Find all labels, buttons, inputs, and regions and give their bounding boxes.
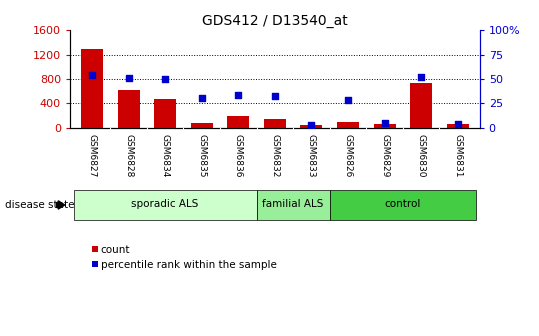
Bar bbox=[154, 99, 176, 128]
Bar bbox=[301, 125, 322, 128]
Text: GSM6835: GSM6835 bbox=[197, 134, 206, 177]
Point bbox=[381, 120, 389, 126]
Text: GSM6836: GSM6836 bbox=[234, 134, 243, 177]
Text: GSM6833: GSM6833 bbox=[307, 134, 316, 177]
Text: percentile rank within the sample: percentile rank within the sample bbox=[101, 260, 277, 270]
Bar bbox=[337, 122, 359, 128]
Text: GSM6834: GSM6834 bbox=[161, 134, 170, 177]
Text: GSM6829: GSM6829 bbox=[380, 134, 389, 177]
Bar bbox=[264, 119, 286, 128]
Text: disease state: disease state bbox=[5, 200, 75, 210]
Text: GSM6827: GSM6827 bbox=[87, 134, 96, 177]
Bar bbox=[191, 123, 213, 128]
Bar bbox=[330, 190, 476, 220]
Bar bbox=[374, 124, 396, 128]
Title: GDS412 / D13540_at: GDS412 / D13540_at bbox=[202, 14, 348, 28]
Text: control: control bbox=[385, 199, 421, 209]
Point bbox=[417, 74, 425, 80]
Point bbox=[307, 122, 316, 127]
Point bbox=[234, 92, 243, 97]
Bar bbox=[118, 90, 140, 128]
Bar bbox=[410, 83, 432, 128]
Text: GSM6828: GSM6828 bbox=[124, 134, 133, 177]
Point bbox=[271, 93, 279, 98]
Point bbox=[125, 75, 133, 81]
Text: GSM6832: GSM6832 bbox=[271, 134, 279, 177]
Bar bbox=[74, 190, 257, 220]
Bar bbox=[257, 190, 330, 220]
Text: sporadic ALS: sporadic ALS bbox=[132, 199, 199, 209]
Text: GSM6830: GSM6830 bbox=[417, 134, 426, 177]
Point bbox=[453, 121, 462, 126]
Bar bbox=[81, 48, 103, 128]
Bar bbox=[447, 124, 469, 128]
Point bbox=[344, 98, 353, 103]
Text: familial ALS: familial ALS bbox=[262, 199, 324, 209]
Point bbox=[88, 72, 96, 78]
Text: count: count bbox=[101, 245, 130, 255]
Text: GSM6831: GSM6831 bbox=[453, 134, 462, 177]
Point bbox=[197, 96, 206, 101]
Point bbox=[161, 76, 169, 82]
Bar bbox=[227, 116, 249, 128]
Text: GSM6826: GSM6826 bbox=[343, 134, 353, 177]
